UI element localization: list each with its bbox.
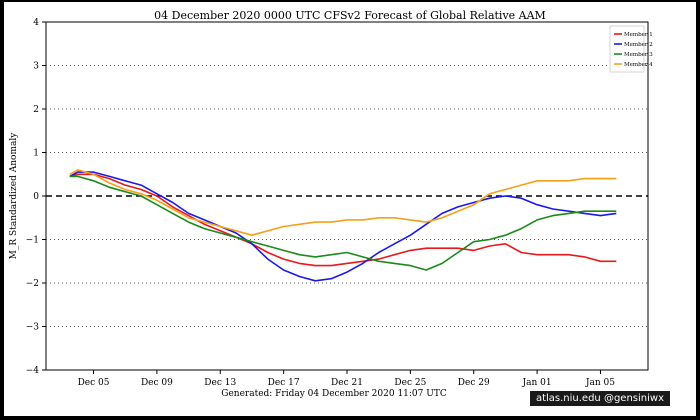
x-tick-label: Dec 17 [268, 378, 300, 388]
x-tick-label: Dec 21 [331, 378, 363, 388]
y-tick-label: 3 [33, 62, 39, 72]
legend-entry: Member 4 [624, 62, 653, 68]
y-tick-label: 2 [33, 105, 39, 115]
y-tick-label: −1 [26, 236, 39, 246]
x-tick-label: Dec 13 [204, 378, 236, 388]
chart-title: 04 December 2020 0000 UTC CFSv2 Forecast… [154, 9, 546, 22]
generated-footer: Generated: Friday 04 December 2020 11:07… [221, 389, 447, 399]
x-tick-label: Dec 05 [78, 378, 110, 388]
x-axis: Dec 05 Dec 09 Dec 13 Dec 17 Dec 21 Dec 25 Dec … [78, 370, 615, 388]
y-tick-label: −4 [26, 366, 40, 376]
grid-lines [46, 65, 648, 327]
x-tick-label: Jan 01 [522, 378, 552, 388]
x-tick-label: Jan 05 [585, 378, 615, 388]
y-tick-label: −3 [26, 323, 40, 333]
legend-entry: Member 3 [624, 52, 653, 58]
credit-badge: atlas.niu.edu @gensiniwx [529, 391, 670, 406]
legend: Member 1 Member 2 Member 3 Member 4 [609, 25, 653, 73]
y-tick-label: 4 [33, 18, 39, 28]
x-tick-label: Dec 29 [458, 378, 490, 388]
series-line [69, 169, 617, 236]
legend-entry: Member 1 [624, 32, 653, 38]
x-tick-label: Dec 25 [394, 378, 426, 388]
series-line [69, 171, 617, 282]
y-tick-label: −2 [26, 279, 39, 289]
series-lines [69, 169, 617, 282]
x-tick-label: Dec 09 [141, 378, 173, 388]
aam-forecast-chart: 04 December 2020 0000 UTC CFSv2 Forecast… [9, 9, 653, 399]
y-tick-label: 1 [33, 149, 39, 159]
y-axis-label: M_R Standardized Anomaly [9, 132, 19, 260]
y-axis: −4 −3 −2 −1 0 1 2 3 4 [26, 18, 46, 376]
series-line [69, 175, 617, 271]
series-line [69, 173, 617, 267]
chart-panel: 04 December 2020 0000 UTC CFSv2 Forecast… [4, 2, 696, 416]
legend-entry: Member 2 [624, 42, 653, 48]
y-tick-label: 0 [33, 192, 39, 202]
